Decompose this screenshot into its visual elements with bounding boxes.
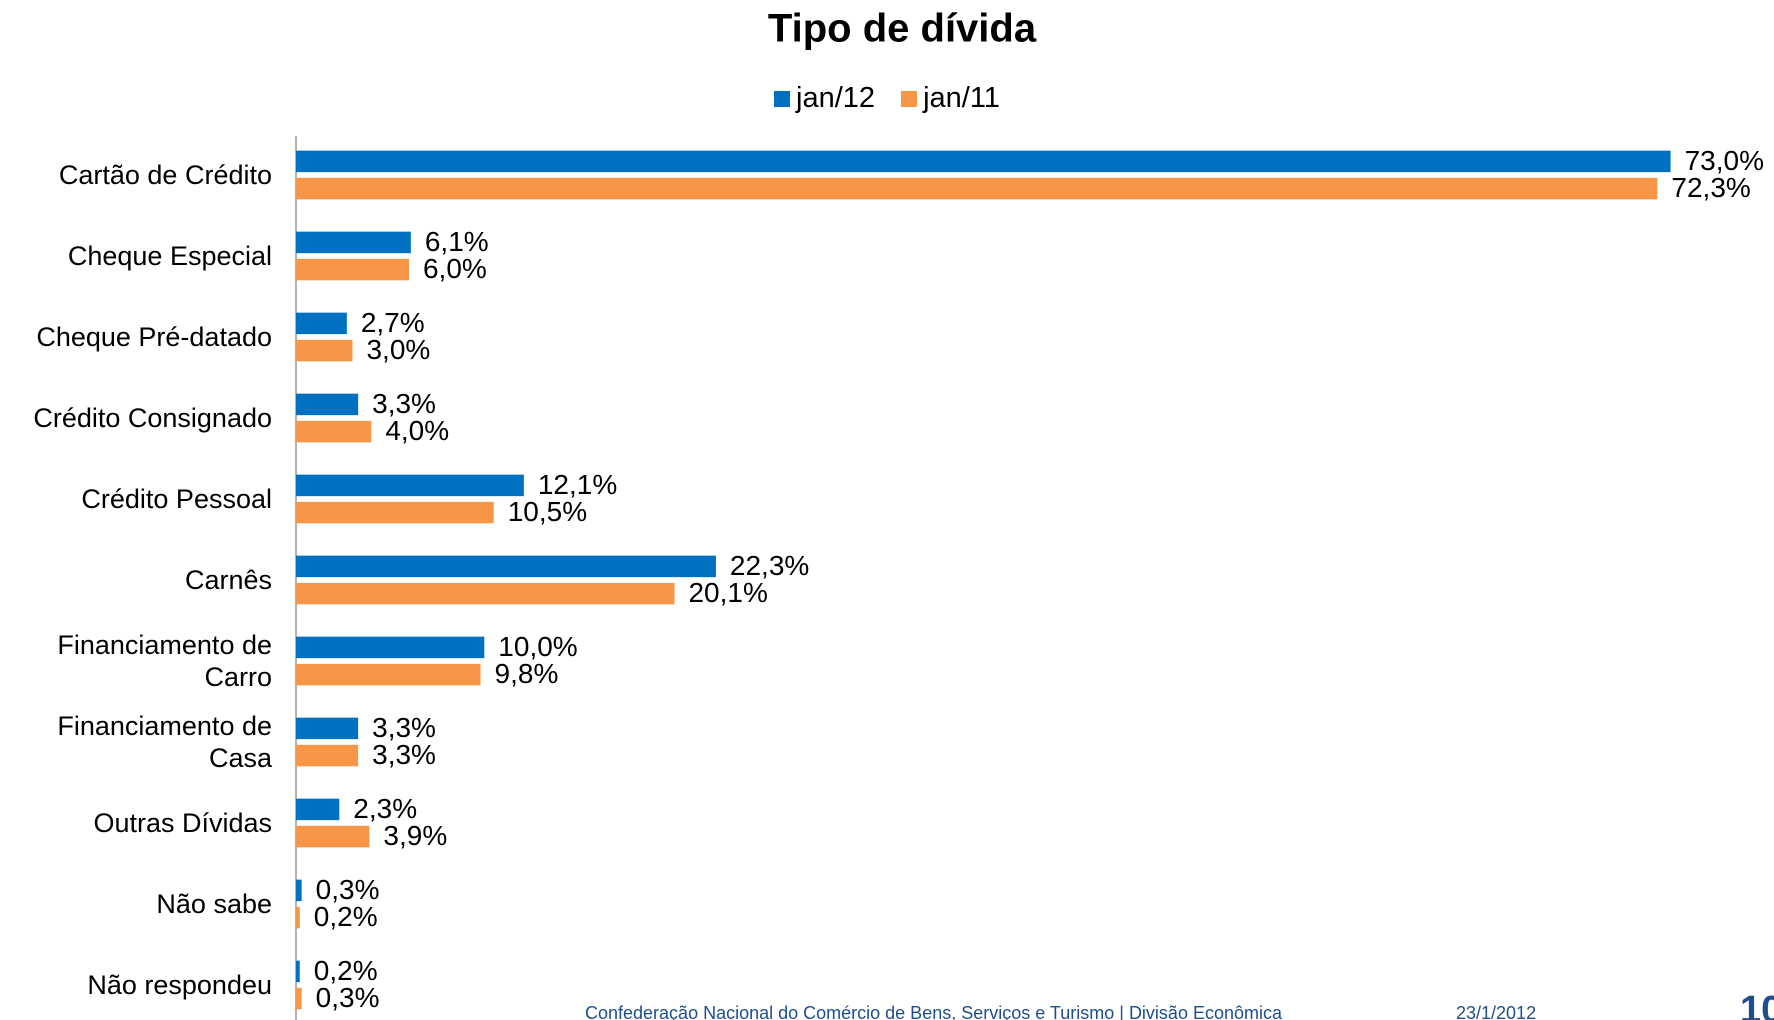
data-label: 2,7%	[361, 307, 425, 338]
category-label: Outras Dívidas	[93, 808, 272, 838]
bar	[296, 960, 300, 983]
bar	[296, 636, 485, 659]
data-label: 73,0%	[1685, 145, 1764, 176]
bar	[296, 312, 347, 335]
data-label: 3,3%	[372, 739, 436, 770]
data-label: 6,1%	[425, 226, 489, 257]
data-label: 10,5%	[508, 496, 587, 527]
legend-label: jan/12	[796, 82, 876, 114]
bar	[296, 825, 370, 848]
legend-item: jan/12	[774, 82, 875, 115]
bar	[296, 744, 359, 767]
data-label: 22,3%	[730, 550, 809, 581]
bar	[296, 987, 302, 1010]
category-label: Cartão de Crédito	[58, 160, 272, 190]
category-label: Não sabe	[156, 889, 272, 919]
bar	[296, 474, 524, 497]
legend-item: jan/11	[901, 82, 1000, 115]
bar	[296, 717, 359, 740]
data-label: 0,2%	[314, 955, 378, 986]
category-label: Não respondeu	[87, 970, 272, 1000]
bar	[296, 663, 481, 686]
category-label: Crédito Pessoal	[81, 484, 272, 514]
page-number: 10	[1740, 989, 1774, 1020]
data-label: 4,0%	[385, 415, 449, 446]
data-label: 0,3%	[316, 874, 380, 905]
legend-swatch	[774, 90, 791, 107]
bar	[296, 798, 340, 821]
data-label: 0,3%	[316, 982, 380, 1013]
data-label: 3,0%	[366, 334, 430, 365]
category-label: Crédito Consignado	[33, 403, 272, 433]
footer-date: 23/1/2012	[1456, 1003, 1536, 1020]
bar	[296, 231, 411, 254]
category-label: Carnês	[184, 565, 272, 595]
category-label: Cheque Especial	[67, 241, 272, 271]
bar	[296, 501, 494, 524]
data-label: 9,8%	[495, 658, 559, 689]
bar	[296, 879, 302, 902]
bar	[296, 555, 716, 578]
data-label: 6,0%	[423, 253, 487, 284]
data-label: 72,3%	[1671, 172, 1750, 203]
data-label: 3,3%	[372, 712, 436, 743]
category-label: Financiamento de Carro	[57, 630, 272, 692]
data-label: 20,1%	[688, 577, 767, 608]
bar	[296, 582, 675, 605]
data-label: 3,3%	[372, 388, 436, 419]
legend: jan/12 jan/11	[0, 82, 1774, 115]
data-label: 10,0%	[498, 631, 577, 662]
data-label: 2,3%	[353, 793, 417, 824]
bar	[296, 258, 409, 281]
bar	[296, 420, 372, 443]
legend-swatch	[901, 90, 918, 107]
bar	[296, 339, 353, 362]
bar	[296, 906, 300, 929]
footer-text: Confederação Nacional do Comércio de Ben…	[585, 1003, 1283, 1020]
bar	[296, 150, 1671, 173]
data-label: 0,2%	[314, 901, 378, 932]
data-label: 12,1%	[538, 469, 617, 500]
data-label: 3,9%	[383, 820, 447, 851]
chart-title: Tipo de dívida	[768, 7, 1037, 51]
category-label: Cheque Pré-datado	[36, 322, 272, 352]
bar	[296, 393, 359, 416]
bar	[296, 177, 1658, 200]
legend-label: jan/11	[923, 82, 1000, 114]
category-label: Financiamento de Casa	[57, 711, 272, 773]
